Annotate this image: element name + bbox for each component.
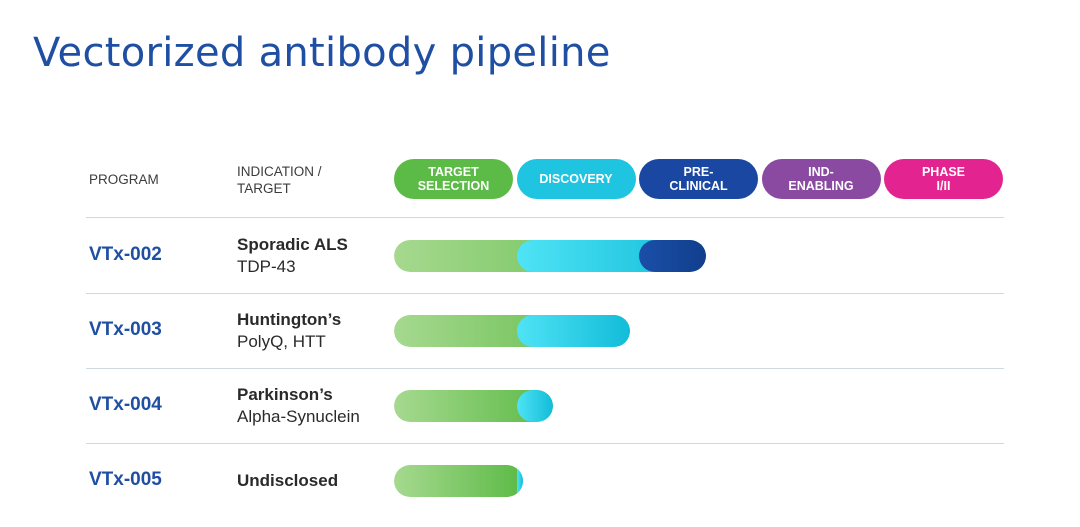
phase-pill-0: TARGET SELECTION [394,159,513,199]
progress-segment-0 [394,465,523,497]
phase-pill-1: DISCOVERY [516,159,636,199]
phase-pill-3: IND- ENABLING [761,159,881,199]
progress-segment-1 [516,390,554,422]
progress-segment-1 [516,315,631,347]
indication-target: TDP-43 [237,257,296,276]
indication-target: Alpha-Synuclein [237,407,360,426]
page-title: Vectorized antibody pipeline [33,30,611,76]
progress-segment-1 [516,465,523,497]
divider [86,368,1004,369]
indication-target: PolyQ, HTT [237,332,326,351]
indication-name: Parkinson’s [237,385,333,404]
phase-pill-4: PHASE I/II [884,159,1003,199]
indication-name: Huntington’s [237,310,342,329]
progress-bar [394,240,707,272]
indication-name: Undisclosed [237,471,339,490]
program-id: VTx-004 [89,394,162,415]
divider [86,217,1004,218]
indication-cell: Undisclosed [237,470,338,492]
indication-cell: Huntington’s PolyQ, HTT [237,309,341,353]
progress-bar [394,465,523,497]
indication-cell: Sporadic ALS TDP-43 [237,234,348,278]
divider [86,443,1004,444]
program-id: VTx-005 [89,469,162,490]
progress-bar [394,315,631,347]
progress-bar [394,390,554,422]
program-id: VTx-002 [89,244,162,265]
header-program: PROGRAM [89,172,159,187]
header-indication-target: INDICATION / TARGET [237,164,322,196]
program-id: VTx-003 [89,319,162,340]
indication-name: Sporadic ALS [237,235,348,254]
divider [86,293,1004,294]
phase-pill-2: PRE- CLINICAL [639,159,758,199]
indication-cell: Parkinson’s Alpha-Synuclein [237,384,360,428]
progress-segment-2 [639,240,707,272]
